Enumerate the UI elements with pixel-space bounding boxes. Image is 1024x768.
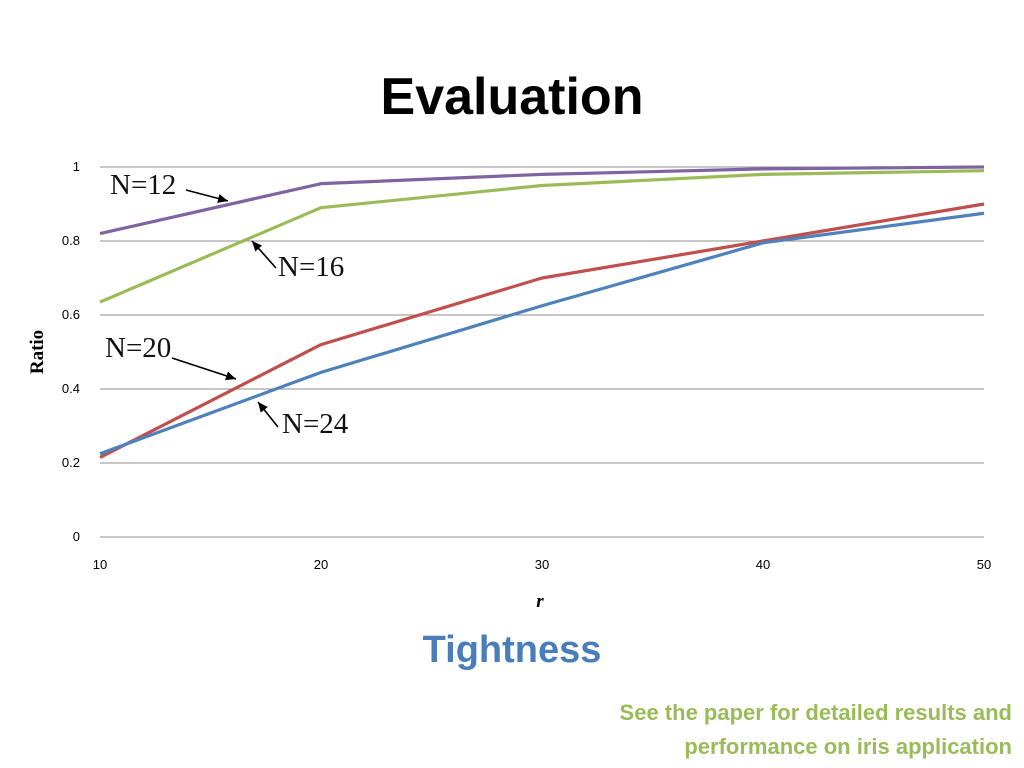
- annotation-label-n-20: N=20: [105, 332, 171, 364]
- series-line-n-16: [99, 169, 985, 304]
- x-tick-label: 20: [314, 557, 328, 572]
- annotation-arrowhead-n-16: [252, 241, 263, 252]
- annotation-arrowhead-n-24: [258, 402, 268, 413]
- grid-lines: [100, 166, 984, 538]
- tick-labels: 0 0.2 0.4 0.6 0.8 1 10 20 30 40 50: [62, 159, 991, 572]
- x-tick-label: 40: [756, 557, 770, 572]
- footnote-line-2: performance on iris application: [684, 734, 1012, 759]
- annotation-label-n-16: N=16: [278, 251, 344, 283]
- annotation-arrowhead-n-20: [225, 371, 236, 381]
- annotation-arrowhead-n-12: [217, 194, 228, 203]
- annotation-arrow-n-20: [171, 357, 237, 380]
- slide-title: Evaluation: [380, 68, 644, 126]
- y-tick-label: 0: [73, 529, 80, 544]
- footnote: See the paper for detailed results and p…: [452, 696, 1012, 764]
- y-axis-title: Ratio: [27, 330, 48, 374]
- annotations: N=12 N=16 N=20 N=24: [105, 169, 360, 440]
- annotation-backdrop: [262, 245, 360, 285]
- y-tick-label: 0.6: [62, 307, 80, 322]
- series-line-n-24: [99, 211, 985, 456]
- line-chart: 0 0.2 0.4 0.6 0.8 1 10 20 30 40 50 Ratio r N=12 N=1…: [0, 140, 1024, 620]
- y-tick-label: 0.4: [62, 381, 80, 396]
- footnote-line-1: See the paper for detailed results and: [619, 700, 1012, 725]
- series-lines: [99, 165, 985, 459]
- y-tick-label: 0.8: [62, 233, 80, 248]
- series-line-n-12: [99, 165, 985, 236]
- x-axis-title: r: [536, 591, 544, 612]
- annotation-label-n-12: N=12: [110, 169, 176, 201]
- series-line-n-20: [99, 202, 985, 459]
- chart-caption: Tightness: [422, 629, 602, 671]
- annotation-label-n-24: N=24: [282, 408, 349, 440]
- x-tick-label: 50: [977, 557, 991, 572]
- x-tick-label: 10: [93, 557, 107, 572]
- y-tick-label: 0.2: [62, 455, 80, 470]
- y-tick-label: 1: [73, 159, 80, 174]
- x-tick-label: 30: [535, 557, 549, 572]
